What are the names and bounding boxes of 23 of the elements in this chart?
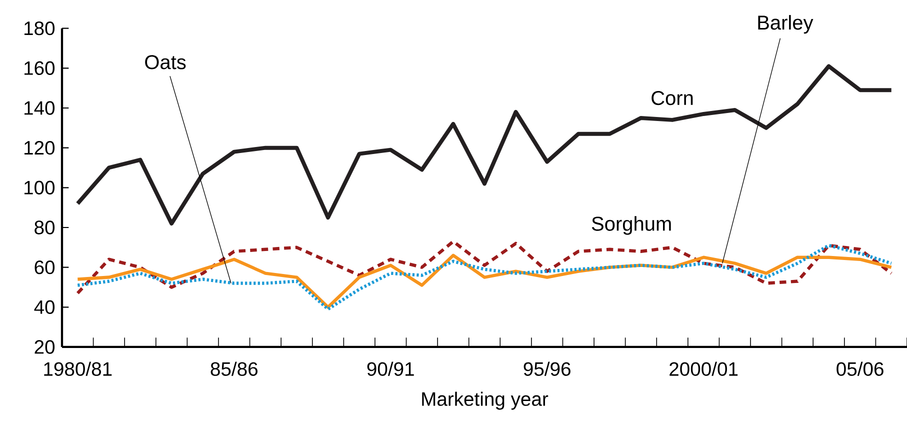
x-axis-title: Marketing year <box>422 392 548 410</box>
series-label: Sorghum <box>592 216 671 235</box>
line-series <box>76 254 893 309</box>
y-tick-label: 100 <box>24 180 55 194</box>
x-tick-label: 05/06 <box>836 362 884 376</box>
y-tick-label: 180 <box>24 21 55 36</box>
x-tick-label: 1980/81 <box>44 362 112 376</box>
x-tick-label: 95/96 <box>524 362 570 376</box>
y-tick-label: 120 <box>24 140 55 155</box>
y-tick-label: 160 <box>24 61 55 75</box>
y-tick-label: 140 <box>24 101 55 115</box>
text: Oats <box>145 55 186 70</box>
line-series <box>76 240 893 295</box>
series-label: Corn <box>652 90 693 106</box>
y-tick-label: 20 <box>34 340 55 354</box>
y-tick-label: 60 <box>34 260 55 274</box>
y-tick-label: 80 <box>34 220 55 234</box>
x-tick-label: 2000/01 <box>670 362 738 376</box>
y-tick-label: 40 <box>34 300 55 314</box>
x-tick-label: 90/91 <box>367 362 414 376</box>
x-tick-label: 85/86 <box>210 362 258 376</box>
text: Barley <box>758 15 814 34</box>
line-series <box>76 244 893 311</box>
